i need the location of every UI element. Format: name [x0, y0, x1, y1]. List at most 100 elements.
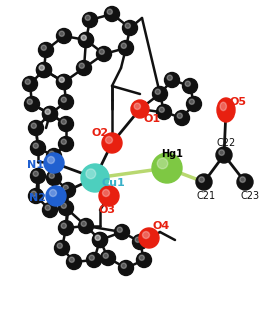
Ellipse shape: [102, 190, 110, 197]
Ellipse shape: [85, 15, 90, 20]
Ellipse shape: [49, 151, 54, 156]
Ellipse shape: [79, 33, 94, 47]
Ellipse shape: [31, 191, 36, 196]
Ellipse shape: [134, 103, 140, 109]
Ellipse shape: [156, 105, 172, 119]
Ellipse shape: [69, 257, 74, 262]
Ellipse shape: [220, 102, 226, 111]
Ellipse shape: [44, 153, 64, 173]
Ellipse shape: [36, 63, 52, 77]
Ellipse shape: [196, 174, 212, 190]
Ellipse shape: [23, 76, 37, 92]
Ellipse shape: [95, 235, 100, 240]
Ellipse shape: [31, 123, 36, 128]
Ellipse shape: [118, 40, 134, 56]
Text: C22: C22: [216, 138, 236, 148]
Ellipse shape: [187, 96, 201, 112]
Ellipse shape: [183, 78, 198, 94]
Ellipse shape: [61, 183, 75, 198]
Ellipse shape: [123, 21, 138, 35]
Ellipse shape: [139, 255, 144, 260]
Text: O2: O2: [91, 128, 108, 138]
Ellipse shape: [135, 237, 140, 242]
Ellipse shape: [185, 81, 190, 86]
Ellipse shape: [99, 186, 119, 206]
Text: O1: O1: [143, 114, 161, 124]
Ellipse shape: [167, 75, 172, 80]
Ellipse shape: [47, 156, 54, 163]
Ellipse shape: [58, 200, 74, 216]
Ellipse shape: [59, 77, 64, 82]
Ellipse shape: [46, 149, 62, 163]
Ellipse shape: [103, 253, 108, 258]
Ellipse shape: [33, 171, 38, 176]
Ellipse shape: [155, 89, 160, 94]
Ellipse shape: [27, 99, 32, 104]
Ellipse shape: [86, 169, 96, 179]
Ellipse shape: [59, 77, 64, 82]
Ellipse shape: [30, 141, 46, 155]
Ellipse shape: [137, 252, 151, 268]
Ellipse shape: [81, 35, 86, 40]
Ellipse shape: [79, 63, 84, 68]
Text: O3: O3: [99, 205, 116, 215]
Ellipse shape: [57, 75, 72, 89]
Ellipse shape: [102, 133, 122, 153]
Ellipse shape: [143, 232, 150, 239]
Ellipse shape: [25, 79, 30, 84]
Ellipse shape: [240, 177, 245, 182]
Ellipse shape: [63, 185, 68, 190]
Ellipse shape: [50, 190, 57, 197]
Ellipse shape: [61, 139, 66, 144]
Ellipse shape: [79, 218, 94, 234]
Ellipse shape: [45, 109, 50, 114]
Ellipse shape: [121, 43, 126, 48]
Ellipse shape: [99, 49, 104, 54]
Ellipse shape: [139, 228, 159, 248]
Ellipse shape: [58, 221, 74, 235]
Ellipse shape: [33, 143, 38, 149]
Ellipse shape: [95, 235, 100, 240]
Ellipse shape: [45, 205, 50, 210]
Ellipse shape: [61, 119, 66, 125]
Ellipse shape: [81, 221, 86, 226]
Ellipse shape: [61, 97, 66, 102]
Ellipse shape: [39, 65, 44, 70]
Text: O5: O5: [230, 97, 247, 107]
Text: O4: O4: [152, 221, 170, 231]
Ellipse shape: [121, 263, 126, 268]
Ellipse shape: [131, 100, 149, 118]
Ellipse shape: [152, 153, 182, 183]
Text: C23: C23: [241, 191, 260, 201]
Ellipse shape: [57, 243, 62, 248]
Ellipse shape: [39, 65, 44, 70]
Ellipse shape: [217, 98, 235, 122]
Ellipse shape: [101, 251, 116, 265]
Ellipse shape: [79, 33, 94, 47]
Ellipse shape: [92, 233, 107, 247]
Text: C21: C21: [196, 191, 216, 201]
Ellipse shape: [42, 106, 57, 121]
Ellipse shape: [29, 189, 43, 204]
Ellipse shape: [61, 223, 66, 228]
Ellipse shape: [59, 31, 64, 36]
Ellipse shape: [36, 63, 52, 77]
Ellipse shape: [46, 171, 62, 185]
Text: N2: N2: [30, 193, 46, 203]
Text: Cu1: Cu1: [101, 178, 125, 188]
Ellipse shape: [42, 106, 57, 121]
Ellipse shape: [29, 120, 43, 136]
Ellipse shape: [77, 60, 91, 76]
Ellipse shape: [118, 260, 134, 276]
Ellipse shape: [54, 240, 69, 256]
Ellipse shape: [30, 168, 46, 184]
Ellipse shape: [41, 45, 46, 50]
Ellipse shape: [49, 173, 54, 178]
Ellipse shape: [67, 254, 81, 270]
Ellipse shape: [177, 113, 182, 118]
Ellipse shape: [133, 234, 148, 250]
Ellipse shape: [25, 96, 40, 112]
Ellipse shape: [57, 28, 72, 44]
Ellipse shape: [92, 233, 107, 247]
Ellipse shape: [107, 9, 112, 14]
